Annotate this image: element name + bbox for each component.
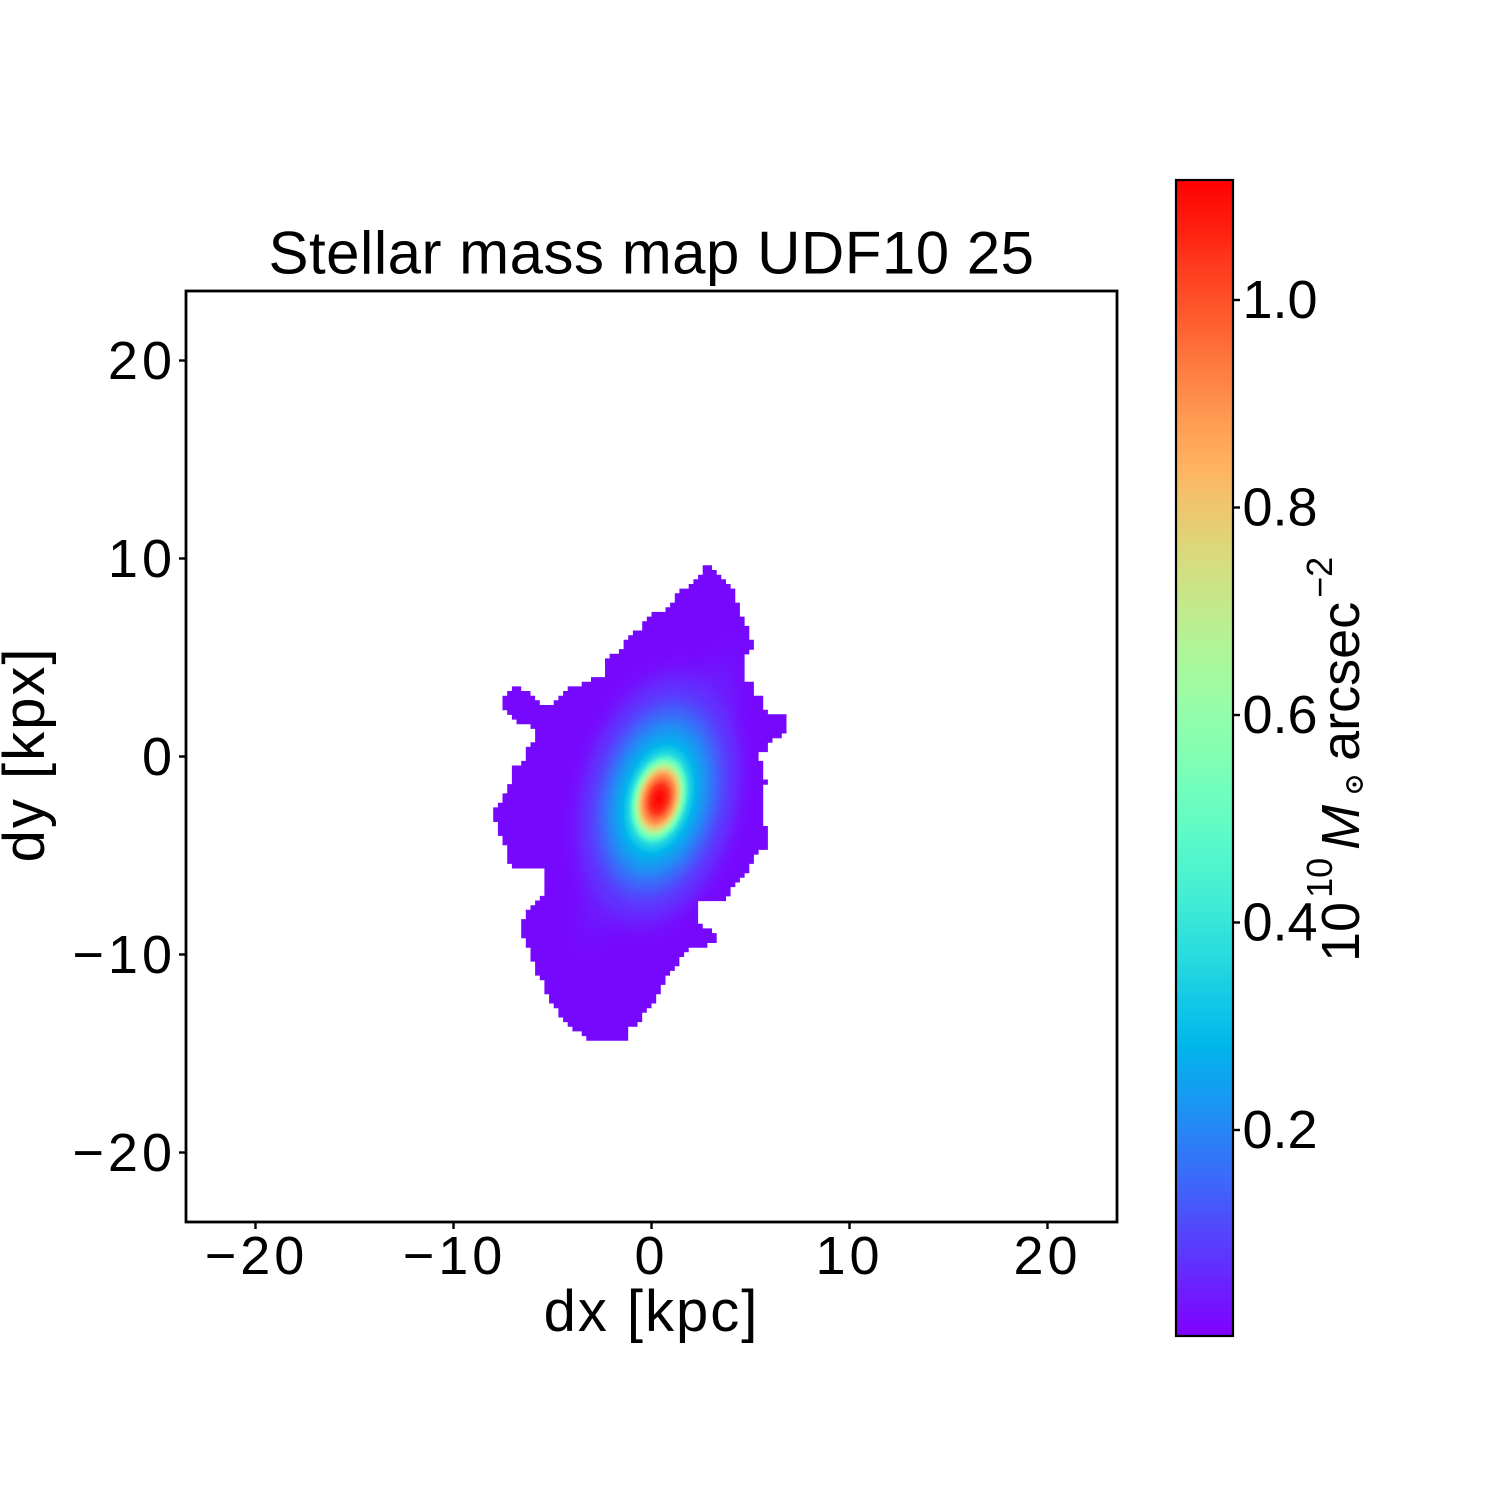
svg-text:−20: −20 bbox=[205, 1226, 309, 1286]
svg-text:dy [kpx]: dy [kpx] bbox=[0, 647, 57, 863]
svg-text:20: 20 bbox=[1013, 1226, 1081, 1286]
svg-text:Stellar mass map UDF10 25: Stellar mass map UDF10 25 bbox=[268, 220, 1034, 287]
svg-text:10: 10 bbox=[108, 529, 176, 589]
svg-text:0.2: 0.2 bbox=[1243, 1100, 1318, 1160]
svg-text:−10: −10 bbox=[72, 925, 176, 985]
svg-text:−20: −20 bbox=[72, 1123, 176, 1183]
svg-text:dx [kpc]: dx [kpc] bbox=[544, 1279, 760, 1344]
svg-text:1.0: 1.0 bbox=[1243, 270, 1318, 330]
svg-text:0.4: 0.4 bbox=[1243, 893, 1318, 953]
svg-text:−10: −10 bbox=[403, 1226, 507, 1286]
svg-text:0: 0 bbox=[142, 727, 176, 787]
svg-text:10: 10 bbox=[815, 1226, 883, 1286]
svg-text:0.6: 0.6 bbox=[1243, 685, 1318, 745]
svg-text:0: 0 bbox=[634, 1226, 668, 1286]
svg-text:0.8: 0.8 bbox=[1243, 478, 1318, 538]
svg-text:20: 20 bbox=[108, 331, 176, 391]
